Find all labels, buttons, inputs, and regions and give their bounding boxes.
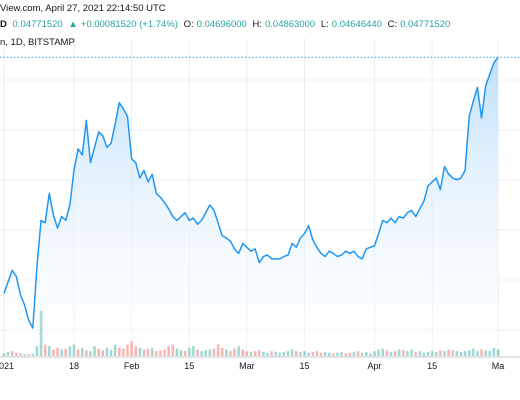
close-label: C: [387, 19, 398, 30]
x-tick-label: 2021 [0, 361, 14, 371]
source-line: View.com, April 27, 2021 22:14:50 UTC [0, 3, 166, 14]
close-value: 0.04771520 [400, 19, 451, 30]
x-tick-label: Ma [492, 361, 505, 371]
price-line [3, 56, 499, 329]
open-value: 0.04696000 [196, 19, 247, 30]
high-value: 0.04863000 [264, 19, 316, 30]
ohlc-legend: D 0.04771520 ▲ +0.00081520 (+1.74%) O: 0.0… [0, 16, 520, 34]
x-tick-label: Mar [239, 361, 255, 371]
up-arrow-icon: ▲ [68, 19, 78, 30]
last-price: 0.04771520 [12, 19, 63, 30]
x-tick-label: Apr [367, 361, 381, 371]
symbol-line: n, 1D, BITSTAMP [0, 37, 75, 48]
x-axis: 2021 18 Feb 15 Mar 15 Apr 15 Ma [0, 356, 520, 371]
price-area-fill [4, 57, 498, 358]
open-label: O: [183, 19, 194, 30]
price-series-line [3, 56, 499, 329]
high-label: H: [252, 19, 262, 30]
x-tick-label: 18 [69, 361, 79, 371]
low-label: L: [320, 19, 329, 30]
x-tick-label: 15 [427, 361, 437, 371]
x-tick-label: 15 [184, 361, 194, 371]
price-change: +0.00081520 (+1.74%) [80, 19, 178, 30]
price-area [4, 57, 498, 358]
x-tick-label: Feb [124, 361, 140, 371]
volume-bar [2, 353, 6, 356]
x-tick-label: 15 [300, 361, 310, 371]
pair-suffix: D [0, 19, 7, 30]
low-value: 0.04646440 [331, 19, 382, 30]
